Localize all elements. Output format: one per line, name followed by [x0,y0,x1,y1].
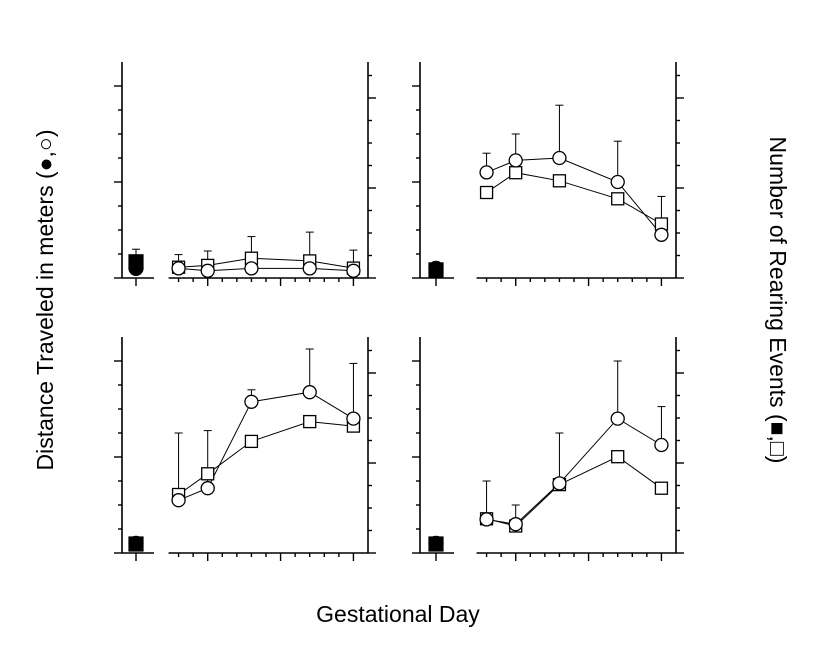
rearing-marker [611,450,625,464]
rearing-marker [479,185,494,200]
distance-marker [244,261,259,276]
distance-marker [346,411,361,426]
distance-marker [302,261,317,276]
distance-marker [552,476,567,491]
y-axis-label-right: Number of Rearing Events (■,□) [765,137,791,464]
distance-marker [508,517,523,532]
distance-marker [654,437,669,453]
distance-marker [479,512,494,527]
rearing-marker [509,166,523,180]
panel-1 [114,62,376,286]
y-axis-label-left: Distance Traveled in meters (●,○) [32,130,58,471]
rearing-line [486,172,662,225]
control-distance-marker [128,260,144,276]
panel-4 [412,337,684,561]
rearing-marker [611,192,625,206]
distance-marker [610,411,625,426]
distance-marker [610,174,625,190]
distance-marker [171,493,186,508]
rearing-marker [654,481,669,495]
control-distance-marker [428,260,444,276]
rearing-marker [552,174,567,188]
control-distance-marker [128,535,144,552]
distance-marker [200,263,215,278]
distance-marker [302,385,317,400]
control-distance-marker [428,535,444,552]
distance-marker [479,165,494,180]
distance-marker [171,261,186,276]
distance-marker [244,394,259,409]
panels-group [114,62,684,561]
distance-marker [552,150,567,166]
rearing-marker [303,414,317,429]
distance-marker [346,263,361,278]
panel-2 [412,62,684,286]
distance-marker [508,153,523,168]
distance-marker [654,227,669,242]
x-axis-label: Gestational Day [316,601,480,627]
rearing-marker [201,467,215,481]
rearing-marker [244,434,259,449]
distance-line [486,417,662,525]
panel-3 [114,337,376,561]
distance-marker [200,481,215,496]
